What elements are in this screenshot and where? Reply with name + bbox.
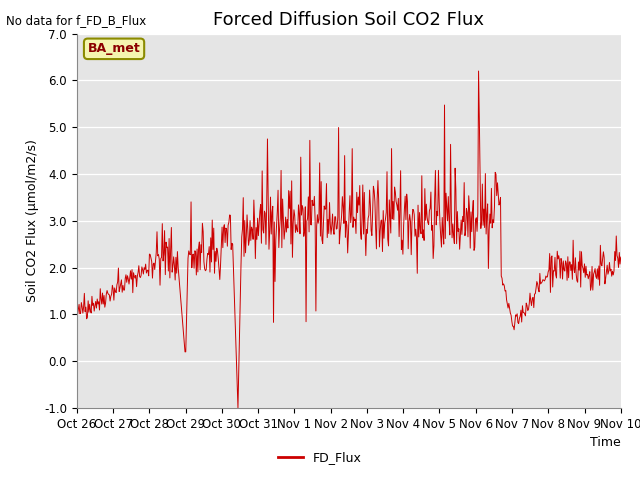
Text: BA_met: BA_met [88,42,140,55]
Legend: FD_Flux: FD_Flux [273,446,367,469]
X-axis label: Time: Time [590,436,621,449]
Title: Forced Diffusion Soil CO2 Flux: Forced Diffusion Soil CO2 Flux [213,11,484,29]
Text: No data for f_FD_B_Flux: No data for f_FD_B_Flux [6,14,147,27]
Y-axis label: Soil CO2 Flux (μmol/m2/s): Soil CO2 Flux (μmol/m2/s) [26,139,38,302]
